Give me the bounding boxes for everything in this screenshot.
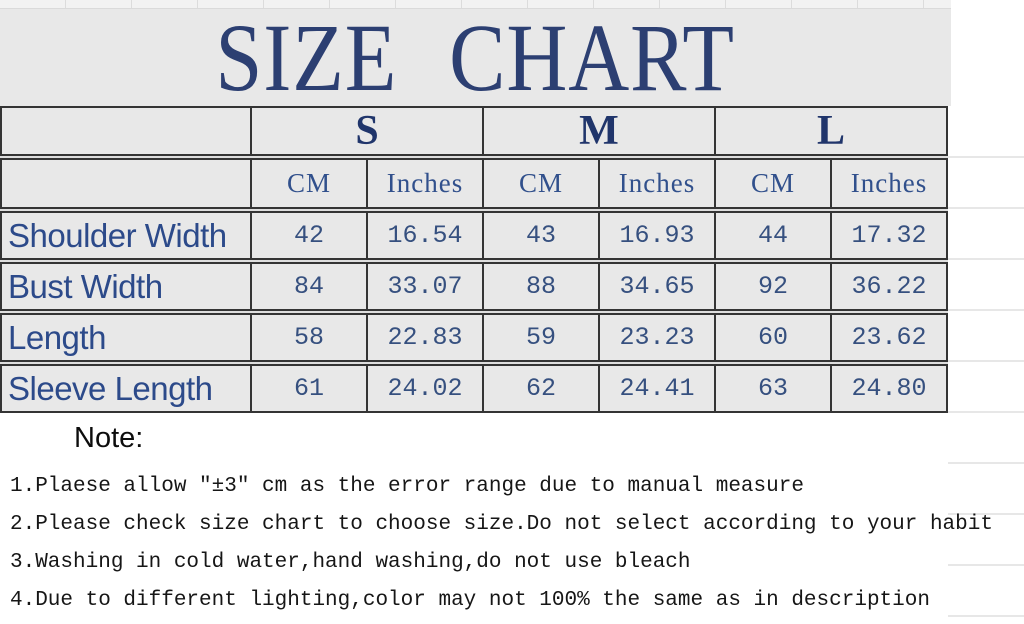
value-cell: 16.54: [366, 213, 482, 258]
value-cell: 16.93: [598, 213, 714, 258]
note-heading: Note:: [74, 422, 144, 454]
note-item-3: 3.Washing in cold water,hand washing,do …: [10, 551, 691, 574]
value-cell: 62: [482, 366, 598, 411]
value-cell: 33.07: [366, 264, 482, 309]
value-cell: 24.02: [366, 366, 482, 411]
value-cell: 44: [714, 213, 830, 258]
value-cell: 92: [714, 264, 830, 309]
corner-cell: [2, 160, 250, 207]
row-label-length: Length: [8, 318, 106, 356]
page-title: SIZE CHART: [215, 3, 736, 111]
table-row-length: Length 58 22.83 59 23.23 60 23.62: [0, 313, 948, 362]
note-item-2: 2.Please check size chart to choose size…: [10, 513, 993, 536]
value-cell: 36.22: [830, 264, 946, 309]
table-row-shoulder-width: Shoulder Width 42 16.54 43 16.93 44 17.32: [0, 211, 948, 260]
value-cell: 84: [250, 264, 366, 309]
unit-header-inches-l: Inches: [830, 160, 946, 207]
note-list: 1.Plaese allow ″±3″ cm as the error rang…: [10, 468, 1020, 620]
note-item-4: 4.Due to different lighting,color may no…: [10, 589, 930, 612]
value-cell: 61: [250, 366, 366, 411]
value-cell: 63: [714, 366, 830, 411]
size-header-m: M: [482, 108, 714, 154]
unit-header-cm-s: CM: [250, 160, 366, 207]
table-row-sleeve-length: Sleeve Length 61 24.02 62 24.41 63 24.80: [0, 364, 948, 413]
spreadsheet-gridline-strip: [0, 0, 951, 9]
value-cell: 42: [250, 213, 366, 258]
row-label-shoulder-width: Shoulder Width: [8, 216, 227, 254]
value-cell: 23.62: [830, 315, 946, 360]
row-label-bust-width: Bust Width: [8, 267, 163, 305]
value-cell: 22.83: [366, 315, 482, 360]
row-label-sleeve-length: Sleeve Length: [8, 369, 213, 407]
size-header-l: L: [714, 108, 946, 154]
size-header-s: S: [250, 108, 482, 154]
table-row-bust-width: Bust Width 84 33.07 88 34.65 92 36.22: [0, 262, 948, 311]
value-cell: 34.65: [598, 264, 714, 309]
unit-header-row: CM Inches CM Inches CM Inches: [0, 158, 948, 209]
corner-cell: [2, 108, 250, 154]
unit-header-cm-l: CM: [714, 160, 830, 207]
unit-header-inches-s: Inches: [366, 160, 482, 207]
value-cell: 43: [482, 213, 598, 258]
right-gridlines: [948, 107, 1024, 624]
value-cell: 60: [714, 315, 830, 360]
note-item-1: 1.Plaese allow ″±3″ cm as the error rang…: [10, 475, 804, 498]
size-table: S M L CM Inches CM Inches CM Inches Shoulder Widt…: [0, 106, 948, 413]
unit-header-cm-m: CM: [482, 160, 598, 207]
value-cell: 58: [250, 315, 366, 360]
title-band: SIZE CHART: [0, 9, 951, 106]
value-cell: 17.32: [830, 213, 946, 258]
value-cell: 23.23: [598, 315, 714, 360]
value-cell: 88: [482, 264, 598, 309]
unit-header-inches-m: Inches: [598, 160, 714, 207]
value-cell: 24.80: [830, 366, 946, 411]
value-cell: 59: [482, 315, 598, 360]
value-cell: 24.41: [598, 366, 714, 411]
